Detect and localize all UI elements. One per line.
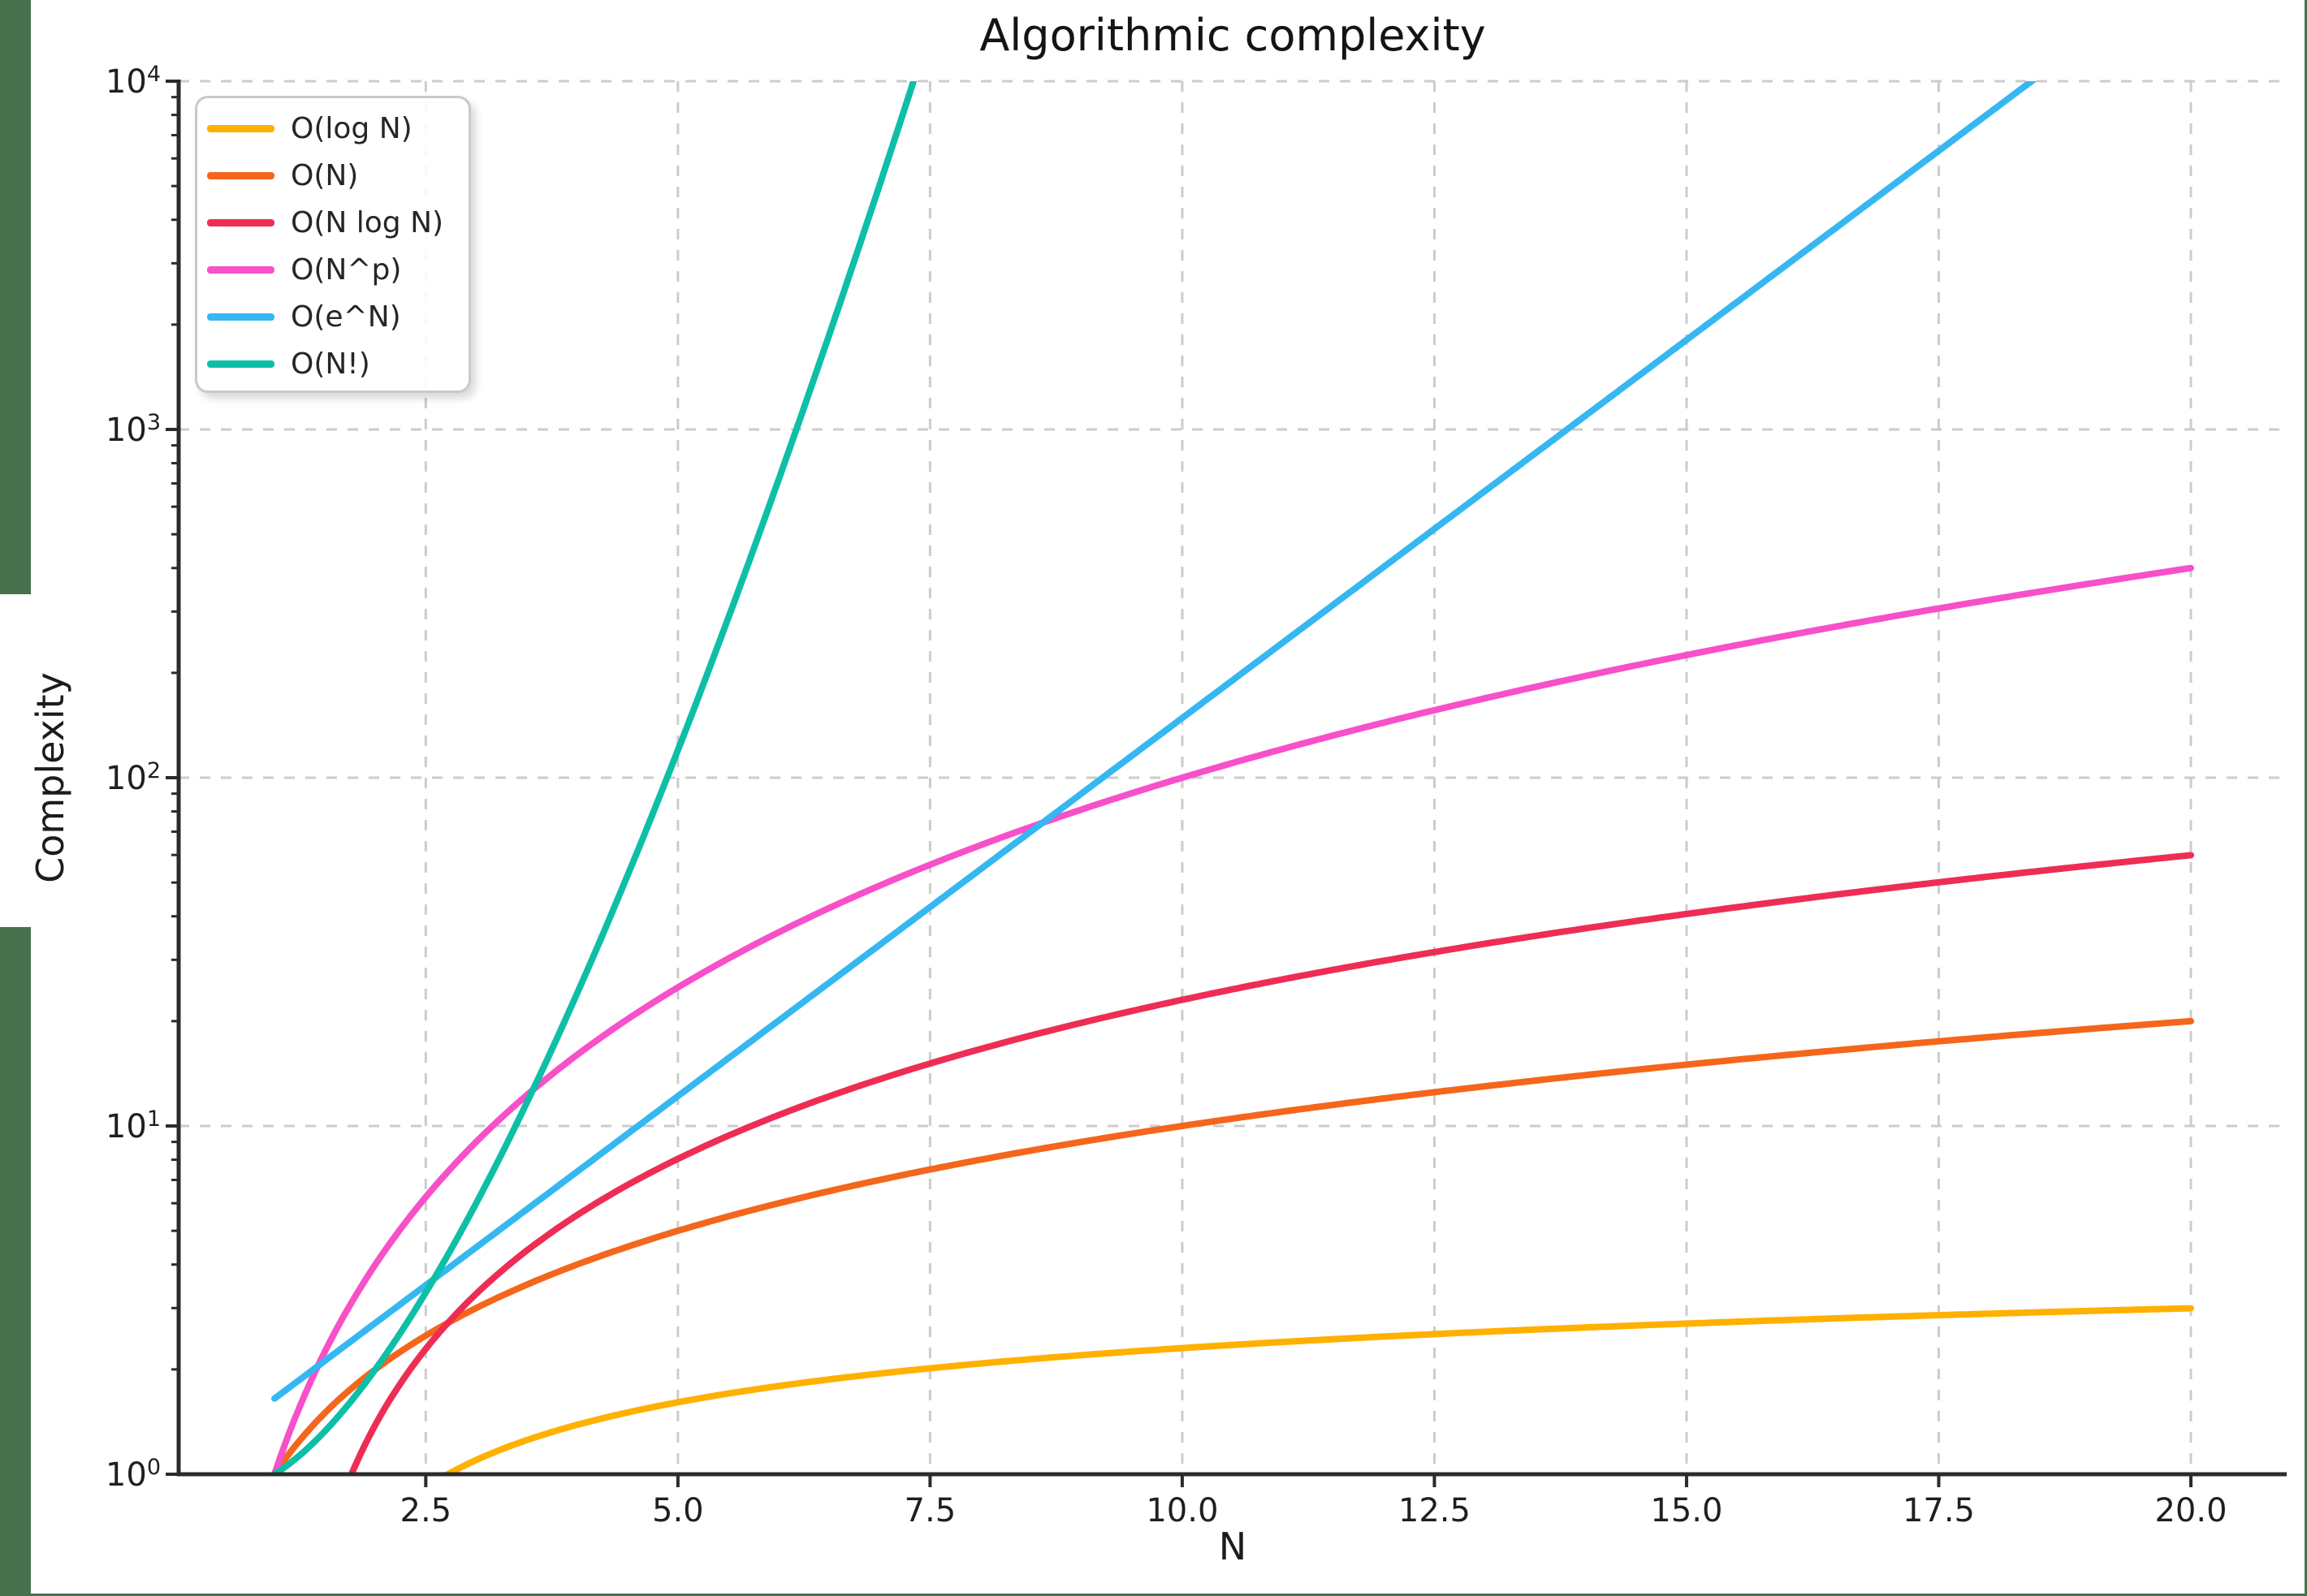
legend-label: O(N^p) [291,252,402,287]
legend-label: O(log N) [291,111,413,145]
legend-label: O(N) [291,158,359,192]
legend-line-swatch-icon [207,360,274,368]
series-line-factorial [271,81,918,1474]
y-tick-label: 102 [105,757,161,798]
legend-line-swatch-icon [207,313,274,321]
legend-label: O(e^N) [291,300,401,334]
x-tick-label: 7.5 [904,1492,957,1529]
x-axis-label: N [1218,1525,1247,1568]
series-line-exp_half [271,81,2037,1402]
legend-label: O(N log N) [291,205,444,239]
series-line-log [441,1305,2194,1474]
legend-line-swatch-icon [207,171,274,179]
legend-item: O(N^p) [197,246,469,293]
x-tick-label: 20.0 [2154,1492,2227,1529]
ylabel-backdrop [0,594,32,927]
legend-item: O(N log N) [197,199,469,246]
y-axis-label: Complexity [28,672,72,883]
x-tick-label: 10.0 [1146,1492,1219,1529]
legend-item: O(N) [197,152,469,199]
x-tick-label: 2.5 [400,1492,452,1529]
legend-label: O(N!) [291,347,370,381]
y-tick-label: 100 [105,1454,161,1495]
x-tick-label: 5.0 [652,1492,704,1529]
series-line-power [271,564,2194,1474]
x-tick-label: 15.0 [1650,1492,1723,1529]
legend: O(log N) O(N) O(N log N) O(N^p) O(e^N) O(N!) [195,96,471,393]
x-tick-label: 12.5 [1398,1492,1471,1529]
legend-line-swatch-icon [207,124,274,132]
legend-line-swatch-icon [207,265,274,274]
chart-title: Algorithmic complexity [979,10,1486,61]
y-tick-label: 101 [105,1106,161,1146]
y-tick-label: 104 [105,61,161,101]
legend-item: O(log N) [197,105,469,152]
series-line-nlogn [348,852,2194,1474]
legend-item: O(e^N) [197,293,469,340]
y-tick-label: 103 [105,409,161,450]
x-tick-label: 17.5 [1902,1492,1975,1529]
series-line-linear [271,1017,2194,1474]
legend-line-swatch-icon [207,218,274,226]
legend-item: O(N!) [197,340,469,387]
